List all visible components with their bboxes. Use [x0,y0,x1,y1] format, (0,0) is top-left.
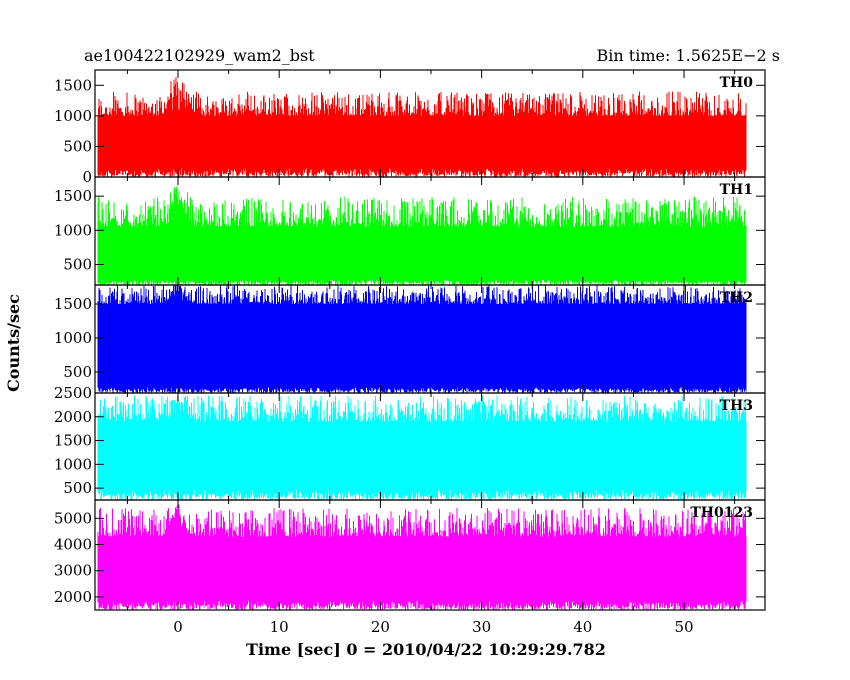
y-tick-label: 1500 [54,187,92,205]
panel-th0123: 2000 3000 4000 5000 TH0123 [54,499,766,611]
y-tick-label: 500 [63,255,92,273]
panel-th0: 0 500 1000 1500 TH0 [54,69,766,186]
panel-th3: 500 1000 1500 2000 2500 TH3 [54,384,766,501]
series-core-th2 [98,320,746,381]
y-tick-label: 1000 [54,107,92,125]
panel-th1: 500 1000 1500 TH1 [54,176,766,286]
x-tick-label: 0 [173,618,183,636]
y-tick-label: 5000 [54,509,92,527]
y-tick-label: 0 [82,168,92,186]
y-tick-label: 3000 [54,562,92,580]
series-core-th0 [98,124,746,157]
panel-label: TH0 [720,75,754,91]
panel-label: TH1 [720,182,753,198]
y-tick-label: 2000 [54,408,92,426]
y-tick-label: 500 [63,479,92,497]
panel-label: TH3 [720,398,753,414]
series-core-th0123 [98,548,746,590]
x-tick-label: 20 [371,618,390,636]
y-tick-label: 1000 [54,455,92,473]
y-tick-label: 4000 [54,536,92,554]
y-tick-label: 1500 [54,76,92,94]
y-axis-label: Counts/sec [4,294,23,392]
x-axis-label: Time [sec] 0 = 2010/04/22 10:29:29.782 [246,640,606,659]
y-tick-label: 2500 [54,384,92,402]
y-tick-label: 500 [63,137,92,155]
panel-th2: 500 1000 1500 TH2 [54,284,766,394]
y-tick-label: 1000 [54,329,92,347]
y-tick-label: 1500 [54,295,92,313]
y-tick-label: 1500 [54,432,92,450]
bin-time-label: Bin time: 1.5625E−2 s [597,46,780,65]
y-tick-label: 500 [63,363,92,381]
series-core-th1 [98,236,746,273]
panel-label: TH2 [720,290,753,306]
x-tick-label: 50 [674,618,693,636]
x-tick-label: 40 [573,618,592,636]
panel-frame [94,499,766,611]
panel-label: TH0123 [690,505,753,521]
chart-title: ae100422102929_wam2_bst [84,46,315,65]
y-tick-label: 2000 [54,588,92,606]
y-tick-label: 1000 [54,221,92,239]
x-tick-label: 30 [472,618,491,636]
series-core-th3 [98,433,746,477]
x-tick-label: 10 [270,618,289,636]
